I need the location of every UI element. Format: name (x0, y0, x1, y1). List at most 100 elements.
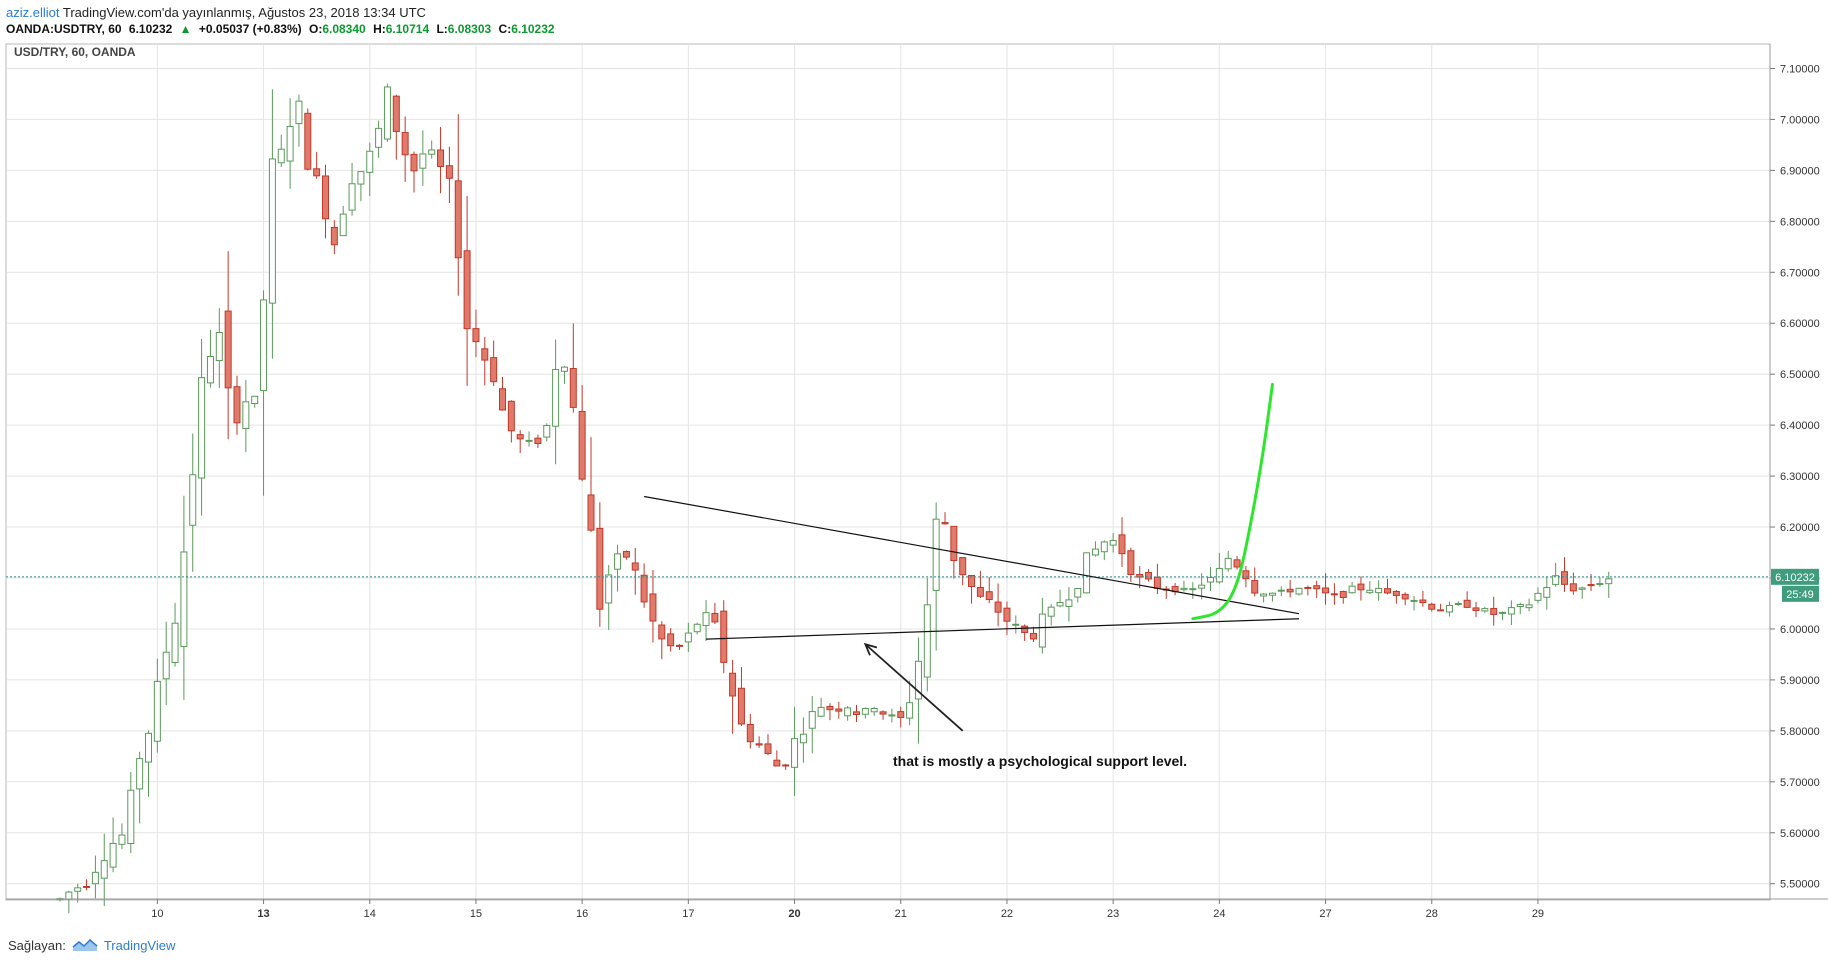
y-tick-label: 6.60000 (1780, 318, 1820, 330)
candle-body (437, 149, 445, 168)
candle-body (375, 127, 383, 148)
candle-body (906, 702, 914, 719)
candle-body (366, 150, 374, 173)
candle-body (383, 86, 391, 140)
candle-body (782, 764, 790, 767)
candle-body (268, 158, 276, 304)
candle-body (1313, 585, 1321, 590)
candle-body (1180, 587, 1188, 591)
candle-body (1153, 576, 1161, 589)
candle-body (1605, 578, 1613, 585)
candle-body (242, 401, 250, 429)
candle-body (233, 386, 241, 424)
candle-body (985, 591, 993, 601)
candle-body (959, 557, 967, 576)
chart-drawings (6, 382, 1770, 732)
candle-body (1224, 557, 1232, 570)
candle-body (1569, 583, 1577, 592)
candle-body (870, 708, 878, 713)
candle-body (286, 125, 294, 162)
candle-body (1215, 567, 1223, 583)
candle-body (746, 723, 754, 743)
candle-body (428, 149, 436, 155)
candle-body (1295, 587, 1303, 595)
candle-body (799, 733, 807, 744)
candle-body (897, 711, 905, 718)
candle-body (720, 610, 728, 663)
y-tick-label: 5.70000 (1780, 777, 1820, 789)
last-price-label: 6.10232 (1775, 572, 1815, 584)
last-price: 6.10232 (128, 22, 173, 36)
published-text: TradingView.com'da yayınlanmış, Ağustos … (62, 5, 426, 20)
candle-body (65, 891, 73, 900)
open-label: O: (308, 22, 323, 36)
candle-body (189, 474, 197, 526)
chart-title: USD/TRY, 60, OANDA (14, 45, 136, 59)
candle-body (1038, 613, 1046, 648)
candle-body (1445, 604, 1453, 613)
y-tick-label: 7.00000 (1780, 114, 1820, 126)
low-value: 6.08303 (447, 22, 492, 36)
candle-body (640, 574, 648, 603)
candle-body (1401, 593, 1409, 600)
candle-body (410, 153, 418, 172)
candle-body (1145, 572, 1153, 580)
chart-axes: 5.50000 5.60000 5.70000 5.80000 5.90000 6.000… (6, 44, 1828, 920)
candle-body (136, 758, 144, 790)
candle-body (1003, 607, 1011, 622)
candle-body (976, 586, 984, 597)
y-tick-label: 6.80000 (1780, 216, 1820, 228)
candle-body (525, 439, 533, 442)
x-tick-label: 20 (788, 908, 800, 920)
footer: Sağlayan: TradingView (8, 935, 175, 955)
candle-body (711, 612, 719, 623)
candle-body (968, 574, 976, 588)
author-link[interactable]: aziz.elliot (6, 5, 60, 20)
candle-body (1047, 606, 1055, 617)
candle-body (543, 424, 551, 438)
candle-body (454, 180, 462, 259)
price-chart[interactable]: 5.50000 5.60000 5.70000 5.80000 5.90000 6.000… (0, 43, 1828, 933)
candle-body (224, 310, 232, 389)
tradingview-logo-icon (72, 938, 98, 951)
tradingview-logo-link[interactable]: TradingView (72, 937, 176, 953)
candle-body (1507, 607, 1515, 615)
candle-body (507, 400, 515, 432)
open-value: 6.08340 (322, 22, 366, 36)
candle-body (1268, 592, 1276, 596)
y-tick-label: 5.50000 (1780, 879, 1820, 891)
tradingview-brand: TradingView (103, 937, 176, 953)
x-tick-label: 10 (151, 908, 163, 920)
candle-body (693, 623, 701, 633)
candle-body (614, 553, 622, 570)
candle-body (313, 168, 321, 177)
candle-body (1534, 592, 1542, 601)
candle-body (1083, 552, 1091, 594)
candle-body (330, 226, 338, 246)
x-tick-label: 16 (576, 908, 588, 920)
candle-body (100, 860, 108, 879)
high-value: 6.10714 (385, 22, 430, 36)
candle-body (729, 672, 737, 697)
candle-body (419, 153, 427, 169)
candle-body (914, 660, 922, 700)
candle-body (1463, 599, 1471, 608)
candle-body (295, 100, 303, 125)
candle-body (1277, 589, 1285, 592)
candle-body (1198, 584, 1206, 589)
candle-body (348, 183, 356, 211)
candle-body (1357, 583, 1365, 591)
high-label: H: (373, 22, 386, 36)
candle-body (1304, 586, 1312, 589)
price-change: +0.05037 (+0.83%) (198, 22, 302, 36)
x-tick-label: 21 (895, 908, 907, 920)
candle-body (162, 651, 170, 680)
candle-body (401, 132, 409, 156)
candle-body (1189, 588, 1197, 591)
y-tick-label: 5.90000 (1780, 675, 1820, 687)
candle-body (1074, 588, 1082, 598)
candle-body (392, 95, 400, 132)
candle-body (817, 706, 825, 717)
candle-body (888, 714, 896, 717)
candle-body (1384, 588, 1391, 594)
